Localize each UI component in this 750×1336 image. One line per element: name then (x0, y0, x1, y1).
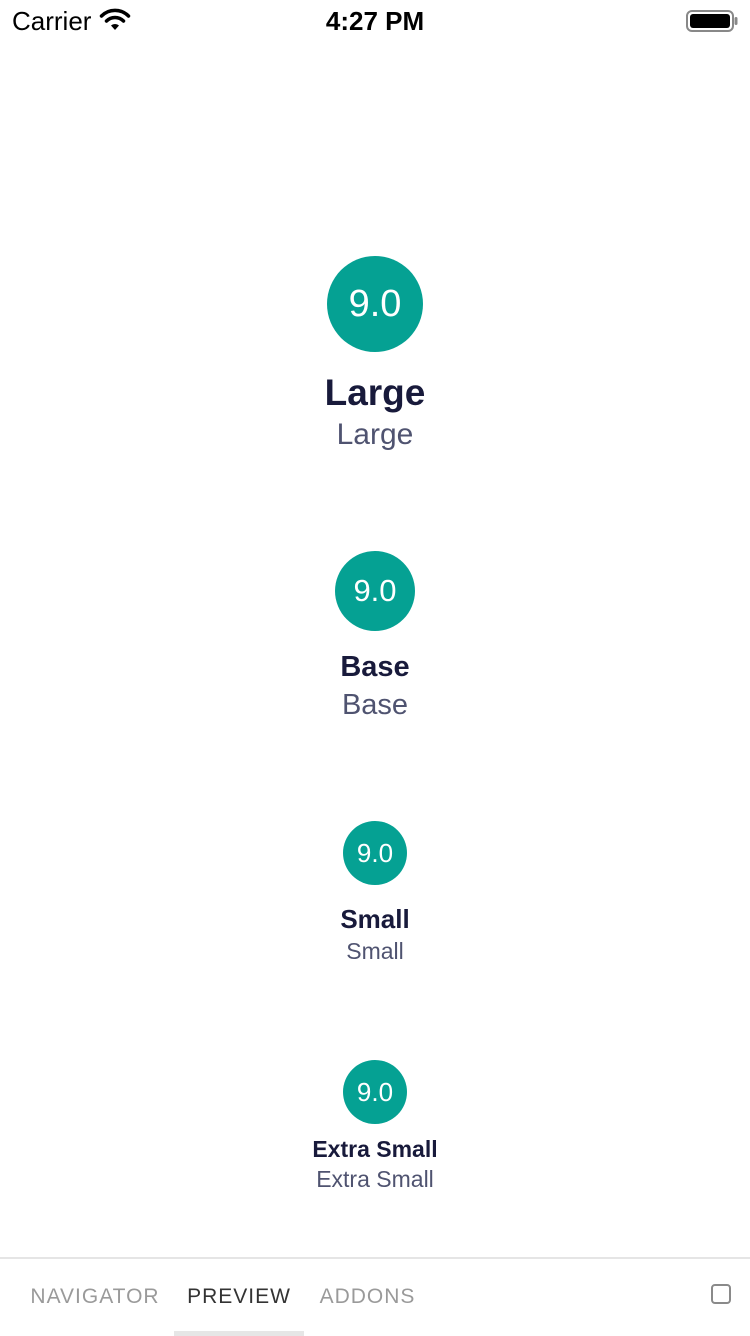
rating-badge-extra-small: 9.0 (343, 1060, 407, 1124)
rating-value: 9.0 (353, 573, 397, 608)
rating-badge-base: 9.0 (335, 551, 415, 631)
rating-subtitle: Small (346, 938, 404, 964)
rating-value: 9.0 (348, 282, 402, 325)
wifi-icon (99, 8, 131, 30)
storybook-tabbar: NAVIGATOR PREVIEW ADDONS (0, 1257, 750, 1336)
battery-icon (686, 10, 738, 32)
status-time: 4:27 PM (325, 6, 425, 36)
status-bar: Carrier 4:27 PM (0, 0, 750, 40)
rating-title: Extra Small (312, 1136, 438, 1162)
rating-subtitle: Base (341, 689, 409, 721)
rating-title: Small (340, 904, 410, 934)
tab-preview[interactable]: PREVIEW (174, 1259, 304, 1336)
tab-navigator[interactable]: NAVIGATOR (30, 1284, 160, 1308)
rating-small: 9.0 Small Small (0, 821, 750, 967)
rating-value: 9.0 (356, 1076, 394, 1107)
rating-title: Base (340, 651, 410, 683)
checkbox-icon[interactable] (711, 1284, 731, 1304)
carrier-label: Carrier (12, 6, 92, 36)
rating-base: 9.0 Base Base (0, 551, 750, 725)
rating-value: 9.0 (356, 837, 394, 868)
rating-large: 9.0 Large Large (0, 256, 750, 456)
rating-extra-small: 9.0 Extra Small Extra Small (0, 1060, 750, 1194)
rating-title: Large (324, 372, 426, 413)
rating-badge-large: 9.0 (327, 256, 423, 352)
rating-subtitle: Large (336, 418, 414, 451)
ratings-preview: 9.0 Large Large 9.0 Base Base 9.0 Small … (0, 256, 750, 1194)
tab-addons[interactable]: ADDONS (319, 1284, 416, 1308)
rating-subtitle: Extra Small (316, 1166, 434, 1192)
rating-badge-small: 9.0 (343, 821, 407, 885)
